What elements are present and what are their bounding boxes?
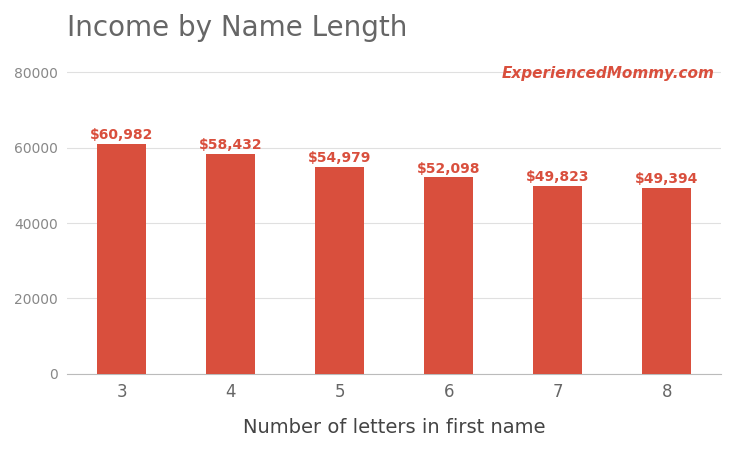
X-axis label: Number of letters in first name: Number of letters in first name	[243, 418, 545, 437]
Bar	[642, 188, 692, 374]
Bar	[97, 144, 146, 374]
Text: $49,823: $49,823	[526, 170, 589, 184]
Text: $58,432: $58,432	[199, 138, 262, 152]
Text: $60,982: $60,982	[90, 128, 154, 142]
Text: ExperiencedMommy.com: ExperiencedMommy.com	[502, 66, 714, 81]
Bar	[315, 166, 365, 374]
Bar	[207, 154, 255, 374]
Bar	[424, 178, 473, 374]
Text: $49,394: $49,394	[635, 172, 698, 186]
Text: $54,979: $54,979	[308, 151, 371, 165]
Text: $52,098: $52,098	[417, 161, 481, 175]
Text: Income by Name Length: Income by Name Length	[68, 14, 408, 42]
Bar	[534, 186, 582, 374]
